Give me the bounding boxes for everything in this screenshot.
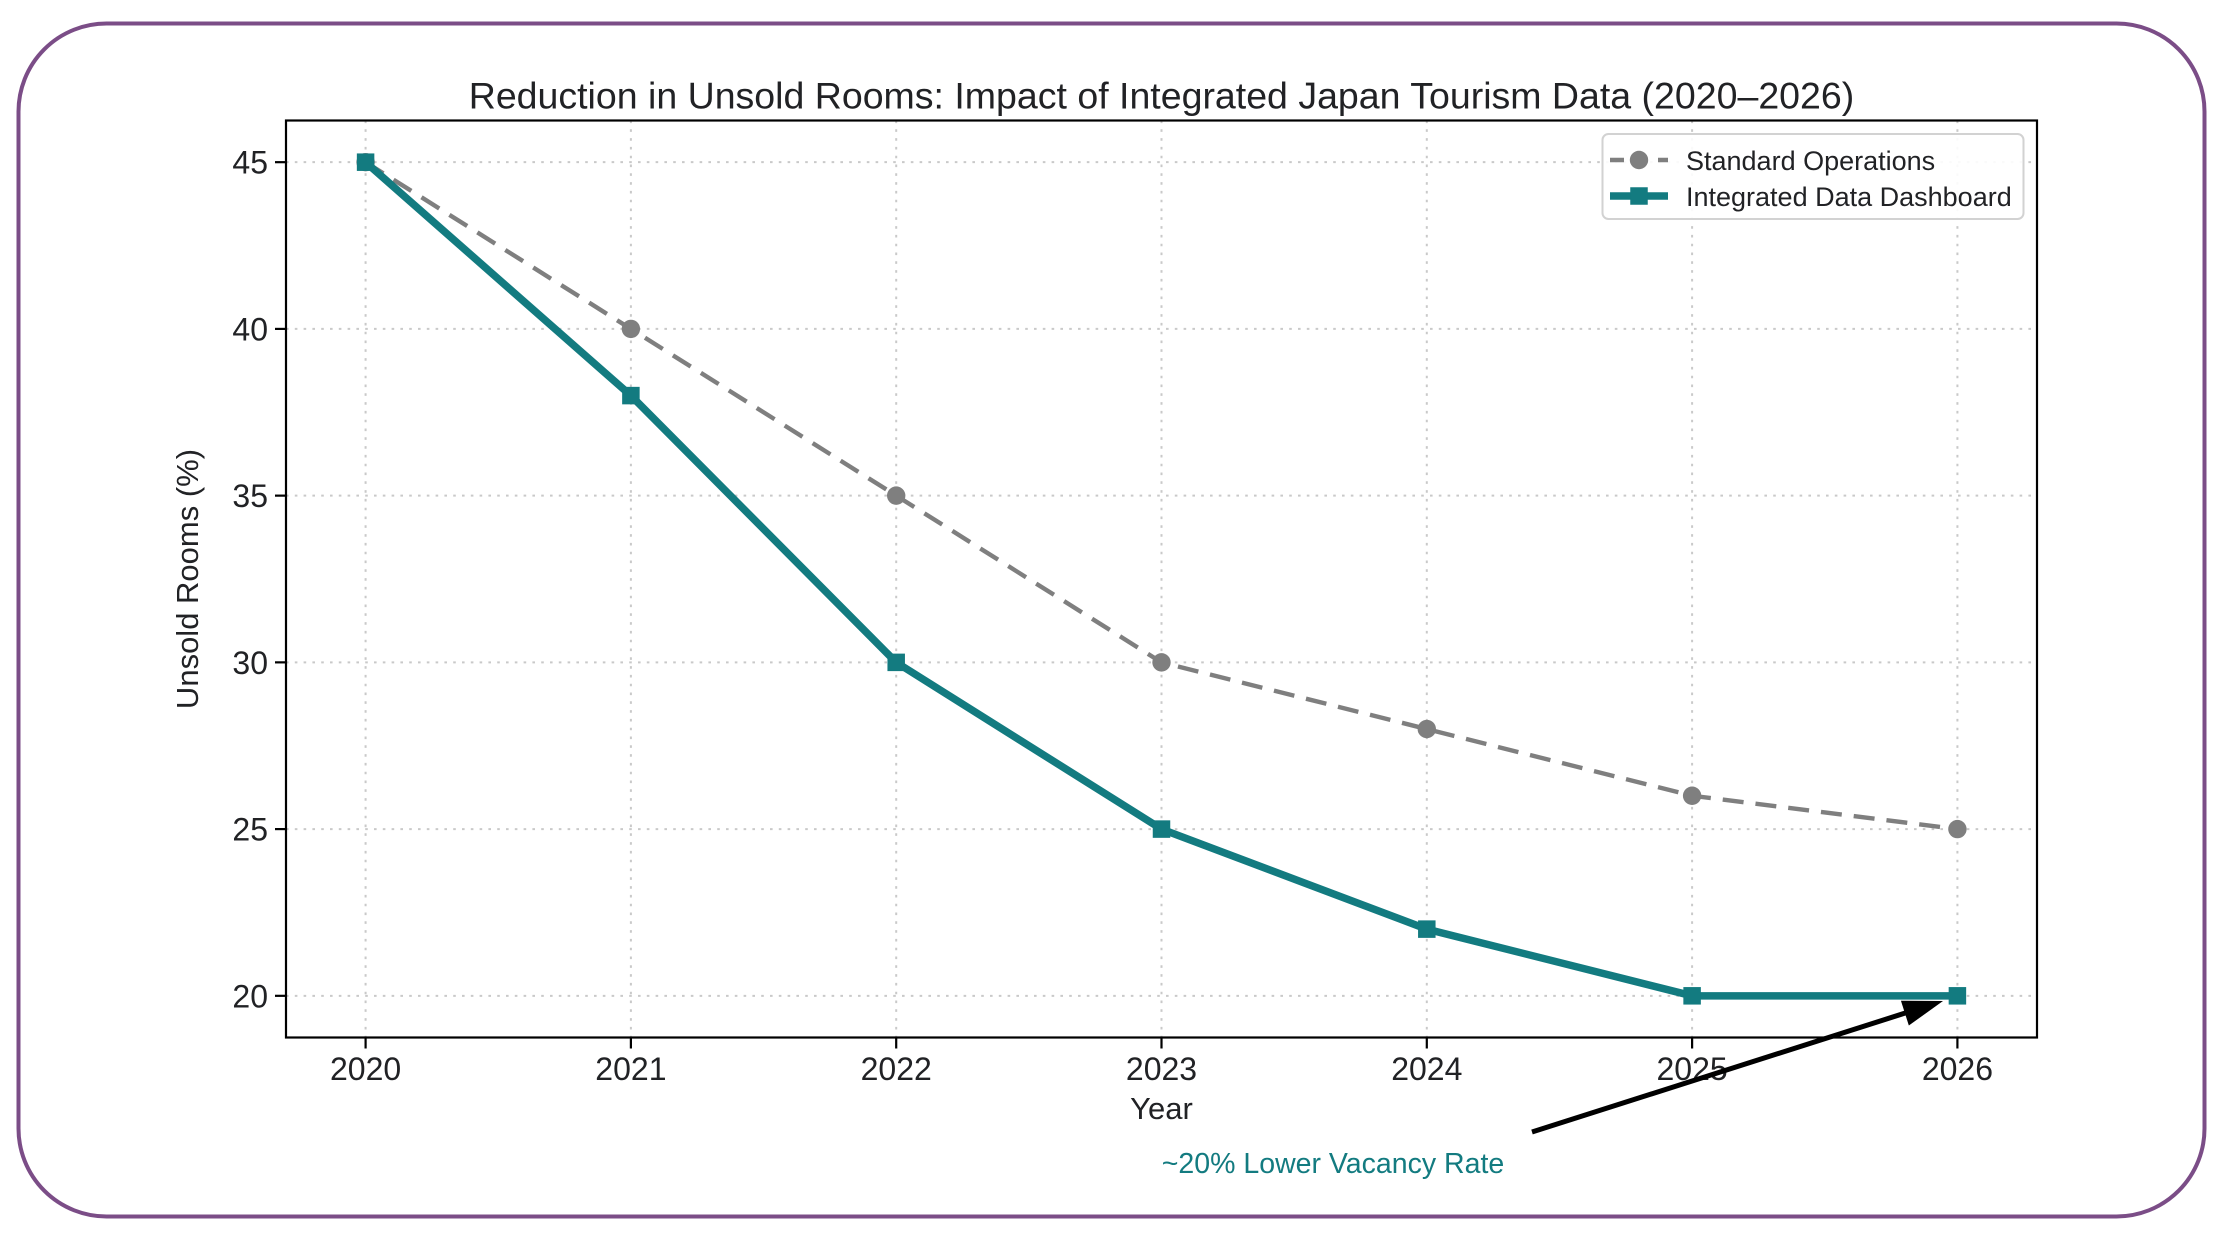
rounded-frame-border — [16, 21, 2207, 1219]
gridlines — [286, 120, 2037, 1038]
y-tick-label: 45 — [232, 145, 268, 181]
legend: Standard Operations Integrated Data Dashb… — [1601, 133, 2025, 220]
y-tick-label: 30 — [232, 645, 268, 681]
chart-title: Reduction in Unsold Rooms: Impact of Int… — [469, 75, 1855, 117]
y-tick-label: 40 — [232, 311, 268, 347]
x-axis-label: Year — [1130, 1091, 1193, 1126]
data-point-marker — [1683, 987, 1701, 1005]
data-point-marker — [1417, 719, 1437, 739]
x-tick-label: 2021 — [595, 1051, 666, 1087]
data-point-marker — [1948, 987, 1967, 1005]
data-point-marker — [1152, 653, 1171, 672]
axis-ticks — [275, 161, 1959, 1049]
annotation-arrow-shaft — [1531, 1010, 1908, 1135]
x-tick-label: 2026 — [1922, 1051, 1993, 1087]
data-point-marker — [1682, 786, 1702, 805]
x-tick-label: 2020 — [330, 1051, 401, 1087]
x-tick-label: 2023 — [1126, 1051, 1197, 1087]
legend-sample-marker — [1630, 187, 1648, 205]
annotation-text: ~20% Lower Vacancy Rate — [1162, 1148, 1504, 1180]
y-axis-label: Unsold Rooms (%) — [170, 449, 205, 709]
legend-label: Integrated Data Dashboard — [1686, 182, 2012, 212]
data-point-marker — [1152, 820, 1171, 838]
x-tick-label: 2024 — [1391, 1051, 1462, 1087]
annotation-arrow-head — [1900, 1000, 1943, 1026]
annotation: ~20% Lower Vacancy Rate — [1162, 1000, 1943, 1180]
data-point-marker — [1418, 920, 1436, 938]
y-tick-label: 20 — [232, 978, 268, 1014]
data-point-marker — [1948, 819, 1967, 839]
legend-label: Standard Operations — [1686, 146, 1935, 176]
data-point-marker — [622, 386, 640, 405]
data-point-marker — [886, 486, 906, 505]
legend-sample-marker — [1629, 150, 1649, 170]
data-point-marker — [356, 153, 375, 171]
y-tick-label: 35 — [232, 478, 268, 514]
legend-box — [1601, 133, 2025, 220]
y-tick-label: 25 — [232, 812, 268, 848]
data-point-marker — [887, 653, 905, 672]
series-integrated-data-dashboard — [356, 153, 1967, 1005]
x-tick-label: 2022 — [861, 1051, 932, 1087]
data-point-marker — [621, 319, 641, 339]
